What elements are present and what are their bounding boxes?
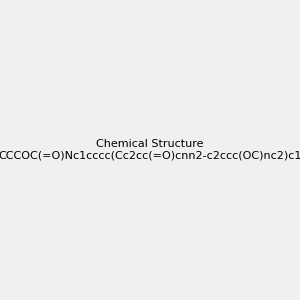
Text: Chemical Structure
CCCOC(=O)Nc1cccc(Cc2cc(=O)cnn2-c2ccc(OC)nc2)c1: Chemical Structure CCCOC(=O)Nc1cccc(Cc2c… [0,139,300,161]
